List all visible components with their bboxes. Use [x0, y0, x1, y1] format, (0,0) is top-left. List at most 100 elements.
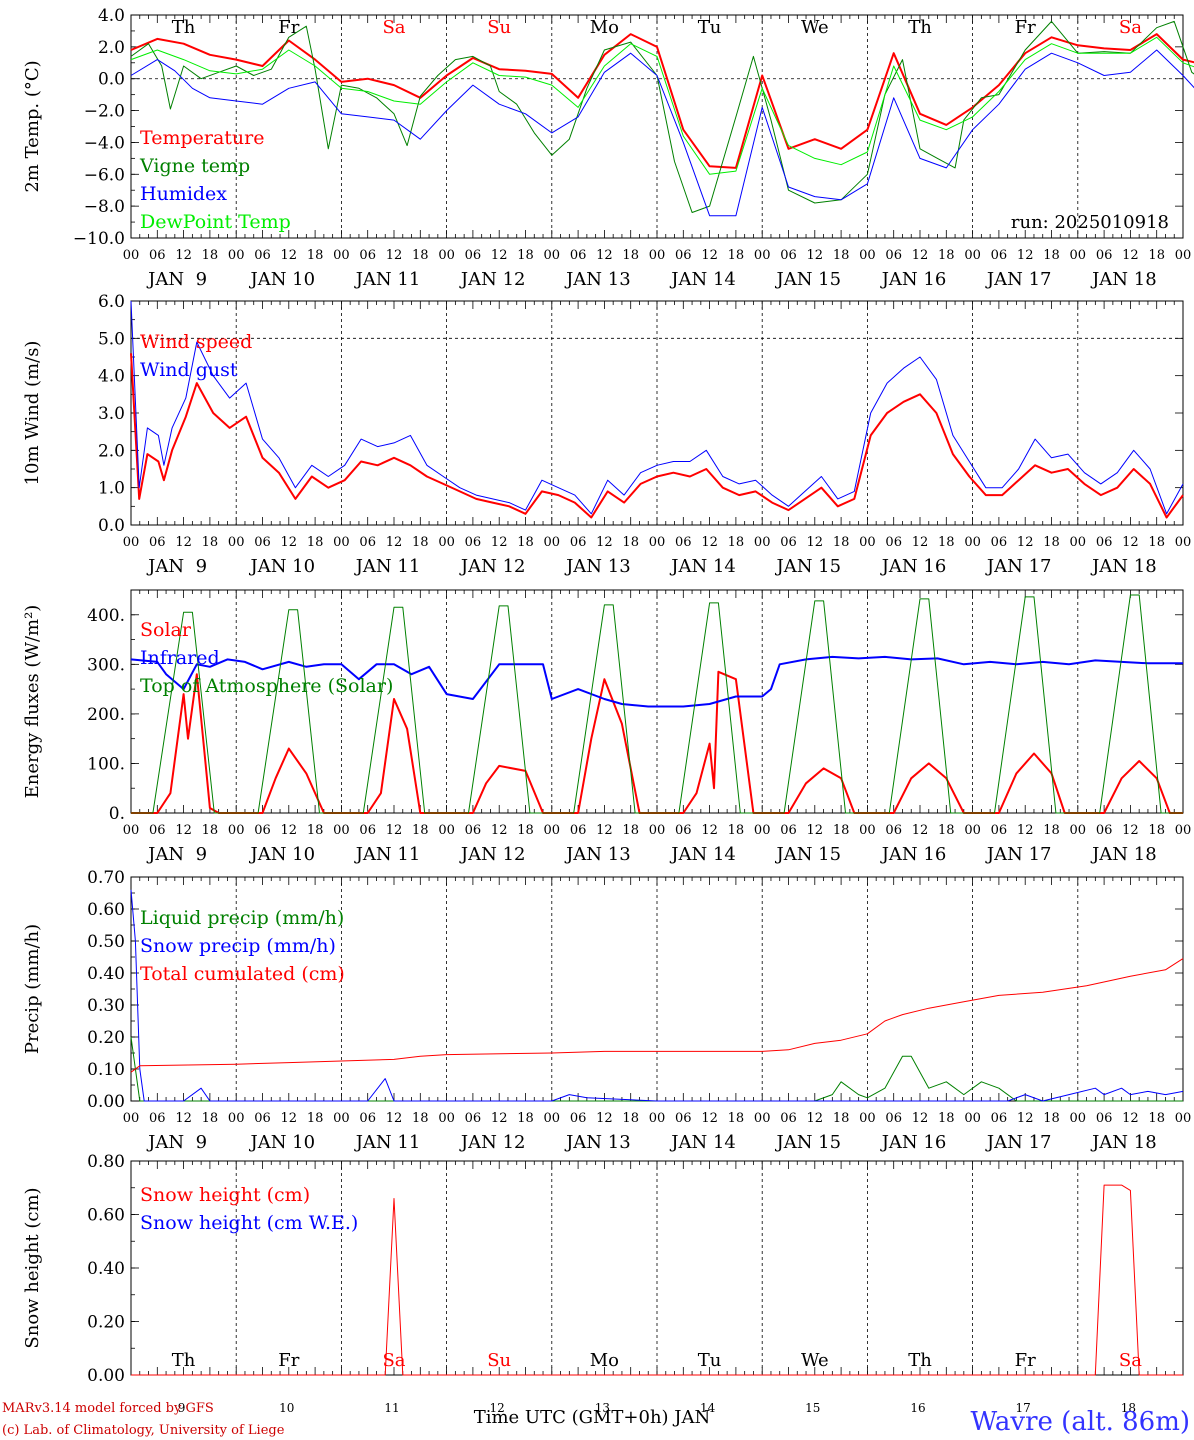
- hour-label: 00: [1175, 1111, 1192, 1126]
- y-tick-label: 2.0: [98, 38, 125, 58]
- hour-label: 06: [1096, 1111, 1113, 1126]
- hour-label: 18: [1148, 1111, 1165, 1126]
- hour-label: 06: [675, 823, 692, 838]
- legend-entry: Snow height (cm W.E.): [140, 1212, 358, 1234]
- credit-line-2: (c) Lab. of Climatology, University of L…: [2, 1423, 285, 1438]
- date-label: JAN 13: [564, 1132, 631, 1153]
- series-line-temperature: [130, 33, 1194, 169]
- hour-label: 00: [1070, 248, 1087, 263]
- legend-entry: Snow precip (mm/h): [140, 935, 336, 957]
- hour-label: 06: [254, 823, 271, 838]
- legend-entry: Snow height (cm): [140, 1184, 310, 1206]
- hour-label: 12: [1122, 248, 1139, 263]
- y-tick-label: 100.: [87, 754, 125, 774]
- hour-label: 00: [754, 1111, 771, 1126]
- hour-label: 18: [833, 1111, 850, 1126]
- date-label: JAN 14: [669, 844, 736, 865]
- run-annotation: run: 2025010918: [1011, 212, 1169, 233]
- hour-label: 18: [1043, 248, 1060, 263]
- day-of-week-label: Th: [908, 17, 932, 38]
- hour-label: 00: [1070, 823, 1087, 838]
- hour-label: 18: [938, 1111, 955, 1126]
- hour-label: 06: [149, 1111, 166, 1126]
- hour-label: 18: [938, 823, 955, 838]
- y-tick-label: 3.0: [98, 404, 125, 424]
- day-of-week-label: Tu: [698, 1350, 722, 1371]
- hour-label: 00: [438, 823, 455, 838]
- hour-label: 06: [675, 1111, 692, 1126]
- y-tick-label: 2.0: [98, 441, 125, 461]
- y-tick-label: 0.60: [87, 1206, 125, 1226]
- day-number-label: 13: [595, 1401, 610, 1415]
- hour-label: 00: [964, 1111, 981, 1126]
- hour-label: 06: [780, 248, 797, 263]
- legend-entry: Temperature: [140, 127, 264, 149]
- panel-energy: 400. 300. 200. 100. 0. Energy fluxes (W/m²) 00…: [22, 589, 1191, 865]
- y-tick-label: 6.0: [98, 292, 125, 312]
- hour-label: 12: [281, 1111, 298, 1126]
- hour-label: 12: [807, 535, 824, 550]
- hour-label: 12: [175, 823, 192, 838]
- date-label: JAN 11: [354, 269, 421, 290]
- day-of-week-label: Sa: [1119, 17, 1142, 38]
- hour-label: 00: [123, 823, 140, 838]
- hour-label: 00: [438, 248, 455, 263]
- date-label: JAN 13: [564, 269, 631, 290]
- day-number-label: 18: [1121, 1401, 1136, 1415]
- hour-label: 12: [386, 248, 403, 263]
- hour-label: 00: [1175, 248, 1192, 263]
- hour-label: 00: [649, 248, 666, 263]
- day-number-label: 12: [490, 1401, 505, 1415]
- legend-entry: Liquid precip (mm/h): [140, 907, 344, 929]
- hour-label: 12: [596, 248, 613, 263]
- hour-label: 00: [228, 535, 245, 550]
- hour-label: 12: [701, 535, 718, 550]
- date-label: JAN 11: [354, 1132, 421, 1153]
- hour-label: 00: [123, 248, 140, 263]
- day-of-week-label: Fr: [1015, 1350, 1036, 1371]
- hour-label: 00: [228, 1111, 245, 1126]
- date-label: JAN 17: [985, 556, 1052, 577]
- day-of-week-label: Th: [172, 17, 196, 38]
- hour-label: 06: [675, 248, 692, 263]
- y-axis-label: 2m Temp. (°C): [22, 60, 43, 192]
- y-tick-label: 4.0: [98, 6, 125, 26]
- hour-label: 00: [859, 1111, 876, 1126]
- day-of-week-label: Th: [172, 1350, 196, 1371]
- hour-label: 12: [281, 823, 298, 838]
- date-label: JAN 10: [249, 269, 316, 290]
- legend-entry: Wind speed: [140, 331, 252, 353]
- hour-label: 06: [885, 823, 902, 838]
- y-tick-label: 0.00: [87, 1092, 125, 1112]
- hour-label: 00: [754, 535, 771, 550]
- plot-frame: [130, 300, 1184, 526]
- day-of-week-label: We: [801, 17, 829, 38]
- hour-label: 18: [728, 248, 745, 263]
- panel-snow: 0.80 0.60 0.40 0.20 0.00 Snow height (cm) 9 10 1…: [22, 1152, 1184, 1415]
- series-line-vigne-temp: [130, 20, 1194, 213]
- day-of-week-label: Fr: [278, 17, 299, 38]
- hour-label: 06: [570, 248, 587, 263]
- hour-label: 18: [1148, 248, 1165, 263]
- hour-label: 06: [465, 1111, 482, 1126]
- hour-label: 06: [780, 823, 797, 838]
- date-label: JAN 16: [880, 556, 947, 577]
- hour-label: 18: [307, 248, 324, 263]
- hour-label: 12: [912, 1111, 929, 1126]
- panel-temperature: 4.0 2.0 0.0 −2.0 −4.0 −6.0 −8.0 −10.0 2m Temp. (…: [22, 6, 1194, 290]
- hour-label: 18: [938, 248, 955, 263]
- y-tick-label: 0.10: [87, 1060, 125, 1080]
- hour-label: 00: [123, 535, 140, 550]
- hour-label: 12: [175, 535, 192, 550]
- panel-wind: 6.0 5.0 4.0 3.0 2.0 1.0 0.0 10m Wind (m/s) 00 06 1…: [22, 292, 1191, 577]
- hour-label: 12: [912, 535, 929, 550]
- hour-label: 00: [438, 1111, 455, 1126]
- hour-label: 00: [228, 248, 245, 263]
- y-tick-label: −6.0: [84, 165, 125, 185]
- hour-label: 06: [675, 535, 692, 550]
- y-tick-label: −2.0: [84, 102, 125, 122]
- hour-label: 18: [412, 823, 429, 838]
- day-of-week-label: Sa: [1119, 1350, 1142, 1371]
- time-axis-label: Time UTC (GMT+0h) JAN: [474, 1407, 711, 1428]
- date-label: JAN 18: [1090, 844, 1157, 865]
